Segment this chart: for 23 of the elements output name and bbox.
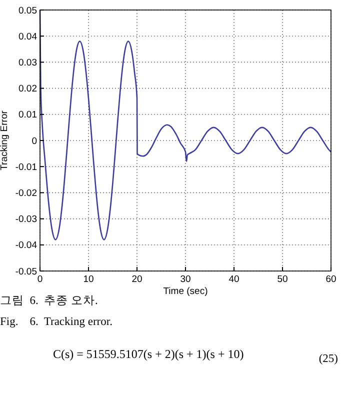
x-tick-label: 30	[180, 274, 191, 285]
x-tick-label: 60	[326, 274, 336, 285]
y-tick-label: -0.04	[15, 240, 37, 252]
y-tick-label: -0.02	[15, 188, 37, 199]
y-tick-label: 0.01	[18, 110, 37, 121]
y-tick-label: -0.03	[15, 214, 37, 226]
y-tick-label: 0.04	[18, 31, 37, 42]
y-tick-label: 0.03	[18, 58, 37, 68]
x-tick-label: 10	[83, 274, 94, 285]
y-tick-label: -0.05	[15, 266, 37, 278]
x-axis-title: Time (sec)	[163, 286, 208, 297]
x-tick-label: 50	[277, 274, 288, 285]
y-tick-label: -0.01	[15, 162, 37, 173]
x-tick-label: 20	[132, 274, 142, 285]
y-tick-label: 0	[32, 136, 37, 147]
y-tick-label: 0.05	[18, 5, 37, 16]
y-axis-title: Tracking Error	[0, 110, 10, 170]
text: (25)	[318, 353, 338, 365]
x-tick-label: 40	[228, 274, 240, 285]
y-tick-label: 0.02	[18, 84, 37, 95]
caption: 그림 6. 추종 오차.	[0, 295, 98, 307]
text: C(s) = 51559.5107(s + 2)(s + 1)(s + 10)	[53, 347, 244, 361]
caption: Fig. 6. Tracking error.	[0, 316, 113, 328]
